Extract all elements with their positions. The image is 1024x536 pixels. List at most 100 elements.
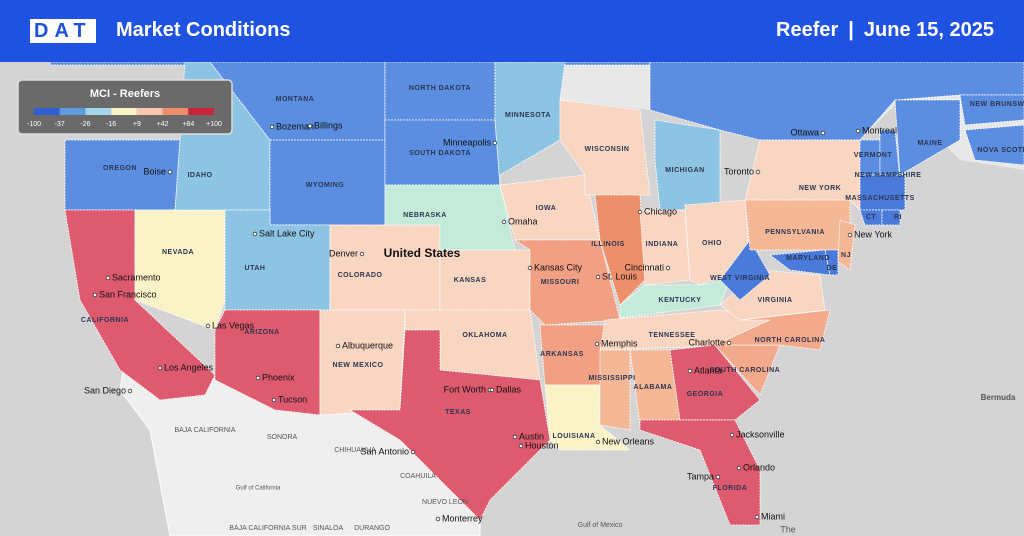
region bbox=[649, 61, 1024, 141]
region bbox=[639, 419, 761, 526]
legend-tick: +42 bbox=[157, 121, 169, 128]
region-label: MICHIGAN bbox=[665, 167, 704, 174]
city-dot bbox=[255, 375, 261, 381]
city-label: Fort Worth bbox=[444, 384, 486, 394]
region-label: ILLINOIS bbox=[591, 241, 625, 248]
city-label: Miami bbox=[761, 511, 785, 521]
region-label: TEXAS bbox=[445, 409, 471, 416]
place-label: BAJA CALIFORNIA bbox=[174, 427, 235, 434]
city-label: Sacramento bbox=[112, 272, 161, 282]
city-label: Charlotte bbox=[688, 337, 725, 347]
city-label: Tucson bbox=[278, 394, 307, 404]
city-dot bbox=[595, 439, 601, 445]
region-label: LOUISIANA bbox=[553, 433, 596, 440]
city-label: Austin bbox=[519, 431, 544, 441]
region bbox=[768, 249, 831, 276]
city-dot bbox=[715, 474, 721, 480]
region-label: KENTUCKY bbox=[659, 297, 702, 304]
city-dot bbox=[205, 323, 211, 329]
city-label: Cincinnati bbox=[624, 262, 664, 272]
city-dot bbox=[665, 265, 671, 271]
place-label: Bermuda bbox=[981, 393, 1016, 402]
city-dot bbox=[127, 388, 133, 394]
city-dot bbox=[594, 341, 600, 347]
region-label: NEBRASKA bbox=[403, 212, 447, 219]
city-label: Montreal bbox=[862, 125, 897, 135]
region-label: PENNSYLVANIA bbox=[765, 229, 825, 236]
city-label: Omaha bbox=[508, 216, 538, 226]
city-dot bbox=[435, 516, 441, 522]
city-label: Ottawa bbox=[790, 127, 819, 137]
region-label: IOWA bbox=[536, 205, 557, 212]
region-label: KANSAS bbox=[454, 277, 487, 284]
city-dot bbox=[512, 434, 518, 440]
logo-text: DAT bbox=[30, 19, 96, 43]
place-label: The bbox=[780, 524, 796, 534]
region-label: CT bbox=[866, 214, 877, 221]
region-label: NEW YORK bbox=[799, 185, 841, 192]
city-dot bbox=[307, 123, 313, 129]
city-dot bbox=[92, 292, 98, 298]
city-dot bbox=[501, 219, 507, 225]
city-label: Las Vegas bbox=[212, 320, 255, 330]
region-label: MINNESOTA bbox=[505, 112, 551, 119]
city-label: New Orleans bbox=[602, 436, 655, 446]
city-dot bbox=[410, 449, 416, 455]
legend-swatch bbox=[85, 108, 112, 115]
legend-tick: -16 bbox=[106, 121, 116, 128]
legend-swatch bbox=[162, 108, 189, 115]
region-label: MAINE bbox=[917, 140, 942, 147]
legend-box bbox=[17, 79, 233, 135]
region bbox=[319, 309, 406, 416]
region bbox=[599, 349, 631, 431]
region-label: NEVADA bbox=[162, 249, 194, 256]
header: DAT Market Conditions Reefer | June 15, … bbox=[0, 0, 1024, 62]
region-label: RI bbox=[894, 214, 902, 221]
region-label: INDIANA bbox=[646, 241, 679, 248]
place-label: BAJA CALIFORNIA SUR bbox=[229, 525, 306, 532]
region-label: UTAH bbox=[245, 265, 266, 272]
legend-swatch bbox=[136, 108, 163, 115]
city-dot bbox=[736, 465, 742, 471]
legend-tick: -100 bbox=[27, 121, 41, 128]
city-label: Kansas City bbox=[534, 262, 583, 272]
city-label: Jacksonville bbox=[736, 429, 785, 439]
region-label: MISSOURI bbox=[541, 279, 580, 286]
city-label: San Antonio bbox=[360, 446, 409, 456]
legend-swatch bbox=[34, 108, 60, 115]
city-label: Orlando bbox=[743, 462, 775, 472]
city-label: Salt Lake City bbox=[259, 228, 315, 238]
header-right: Reefer | June 15, 2025 bbox=[776, 19, 994, 42]
city-dot bbox=[820, 130, 826, 136]
city-dot bbox=[157, 365, 163, 371]
legend-swatch bbox=[111, 108, 137, 115]
city-dot bbox=[855, 128, 861, 134]
city-label: San Francisco bbox=[99, 289, 157, 299]
region bbox=[539, 324, 606, 386]
region bbox=[329, 224, 441, 311]
region-label: WYOMING bbox=[306, 182, 345, 189]
region-label: WISCONSIN bbox=[585, 146, 630, 153]
city-dot bbox=[105, 275, 111, 281]
city-label: St. Louis bbox=[602, 271, 638, 281]
region-label: GEORGIA bbox=[687, 391, 724, 398]
city-label: Minneapolis bbox=[443, 137, 492, 147]
city-dot bbox=[637, 209, 643, 215]
city-dot bbox=[595, 274, 601, 280]
city-label: Phoenix bbox=[262, 372, 295, 382]
region-label: MASSACHUSETTS bbox=[845, 195, 915, 202]
region-label: NORTH DAKOTA bbox=[409, 85, 471, 92]
city-dot bbox=[167, 169, 173, 175]
region bbox=[669, 344, 761, 421]
region bbox=[879, 129, 901, 181]
place-label: CHIHUAHUA bbox=[334, 447, 376, 454]
city-label: Atlanta bbox=[694, 365, 722, 375]
region bbox=[837, 219, 856, 271]
region bbox=[881, 209, 901, 226]
region-label: CALIFORNIA bbox=[81, 317, 129, 324]
city-dot bbox=[527, 265, 533, 271]
place-label: NUEVO LEON bbox=[422, 499, 468, 506]
region bbox=[859, 174, 906, 211]
place-label: Gulf of California bbox=[236, 486, 281, 492]
